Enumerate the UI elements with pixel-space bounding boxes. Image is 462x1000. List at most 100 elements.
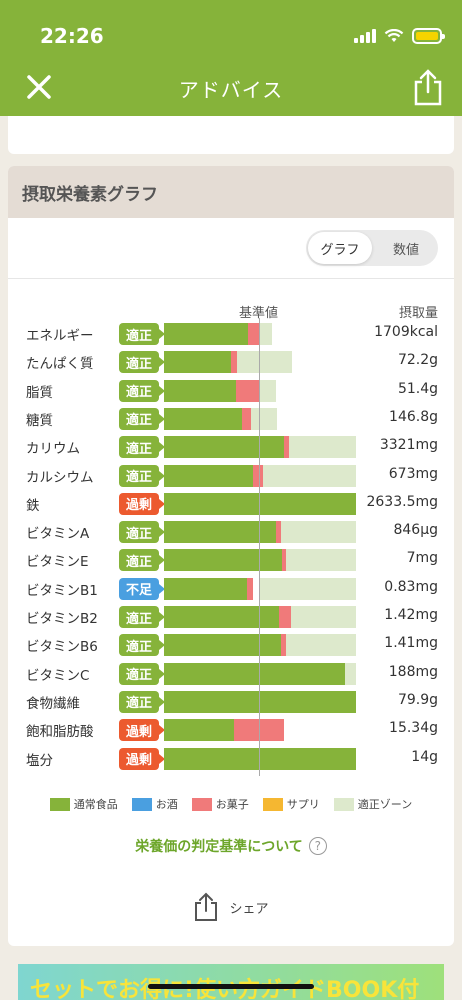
- nutrient-row: ビタミンB1 不足 0.83mg: [8, 576, 454, 600]
- nutrient-row: カリウム 適正 3321mg: [8, 434, 454, 459]
- nutrient-label: 食物繊維: [26, 695, 80, 712]
- bar-normal-food: [164, 492, 356, 515]
- legend-item: サプリ: [262, 796, 320, 812]
- optimal-zone: [236, 351, 292, 374]
- share-button[interactable]: シェア: [8, 892, 454, 922]
- bar-normal-food: [164, 549, 283, 572]
- bar-normal-food: [164, 323, 249, 345]
- bar-normal-food: [164, 719, 235, 742]
- nutrient-label: ビタミンE: [26, 554, 89, 571]
- bar-track: [164, 464, 356, 487]
- bar-track: [164, 719, 356, 742]
- nutrient-row: 食物繊維 適正 79.9g: [8, 689, 454, 713]
- legend-label: お菓子: [215, 798, 249, 811]
- bar-track: [164, 351, 356, 374]
- promo-banner[interactable]: セットでお得に!使い方ガイドBOOK付: [18, 964, 444, 1000]
- optimal-zone: [260, 521, 356, 544]
- nutrient-row: エネルギー 適正 1709kcal: [8, 321, 454, 345]
- nutrient-label: カルシウム: [26, 469, 94, 486]
- bar-sweets: [246, 577, 254, 600]
- bar-normal-food: [164, 464, 254, 487]
- intake-value: 146.8g: [389, 408, 438, 425]
- criteria-link-label[interactable]: 栄養価の判定基準について: [135, 839, 303, 855]
- bar-track: [164, 662, 356, 685]
- nutrient-label: 糖質: [26, 412, 53, 429]
- status-badge: 過剰: [119, 719, 165, 742]
- divider: [8, 278, 454, 279]
- status-badge: 適正: [119, 323, 165, 345]
- bar-track: [164, 577, 356, 600]
- intake-value: 79.9g: [397, 691, 438, 708]
- bar-normal-food: [164, 690, 356, 713]
- bar-track: [164, 690, 356, 713]
- nutrient-label: たんぱく質: [26, 356, 94, 373]
- bar-sweets: [241, 407, 252, 430]
- nutrient-label: 脂質: [26, 384, 53, 401]
- close-icon[interactable]: [24, 72, 54, 102]
- status-badge: 適正: [119, 436, 165, 459]
- card-title: 摂取栄養素グラフ: [8, 166, 454, 218]
- status-badge: 適正: [119, 634, 165, 657]
- legend-item: 通常食品: [49, 796, 118, 812]
- view-toggle[interactable]: グラフ 数値: [306, 230, 438, 266]
- nutrient-row: ビタミンB2 適正 1.42mg: [8, 604, 454, 628]
- nutrient-label: ビタミンB1: [26, 582, 98, 599]
- intake-value: 846µg: [393, 522, 438, 539]
- nutrient-label: 飽和脂肪酸: [26, 724, 94, 741]
- bar-sweets: [236, 379, 260, 402]
- bar-track: [164, 407, 356, 430]
- status-badge: 適正: [119, 549, 165, 572]
- tab-number[interactable]: 数値: [392, 242, 419, 258]
- intake-value: 14g: [411, 748, 438, 765]
- home-indicator[interactable]: [148, 984, 314, 989]
- status-time: 22:26: [40, 24, 104, 48]
- nutrient-label: 塩分: [26, 752, 53, 769]
- bar-normal-food: [164, 521, 277, 544]
- bar-normal-food: [164, 634, 282, 657]
- bar-track: [164, 606, 356, 628]
- bar-sweets: [281, 634, 286, 657]
- share-label: シェア: [229, 901, 269, 917]
- nutrient-row: 飽和脂肪酸 過剰 15.34g: [8, 717, 454, 742]
- bar-track: [164, 379, 356, 402]
- bar-sweets: [279, 606, 291, 628]
- app-header: 22:26 アドバイス: [0, 0, 462, 116]
- help-icon[interactable]: ?: [308, 837, 327, 855]
- tab-graph[interactable]: グラフ: [308, 232, 372, 264]
- intake-value: 1.42mg: [384, 607, 438, 623]
- intake-value: 188mg: [388, 663, 438, 680]
- status-icons: [354, 28, 445, 44]
- bar-normal-food: [164, 407, 242, 430]
- nutrient-row: カルシウム 適正 673mg: [8, 463, 454, 487]
- optimal-zone: [247, 407, 278, 430]
- bar-track: [164, 549, 356, 572]
- status-badge: 過剰: [119, 492, 165, 515]
- legend-swatch: [262, 797, 283, 811]
- status-badge: 適正: [119, 521, 165, 544]
- bar-sweets: [284, 436, 289, 459]
- chart-legend: 通常食品 お酒 お菓子 サプリ 適正ゾーン: [8, 796, 454, 812]
- legend-swatch: [333, 797, 354, 811]
- page-title: アドバイス: [178, 78, 284, 102]
- intake-value: 3321mg: [379, 437, 438, 454]
- legend-label: サプリ: [286, 798, 320, 811]
- nutrient-label: カリウム: [26, 441, 80, 458]
- bar-normal-food: [164, 351, 232, 374]
- criteria-link[interactable]: 栄養価の判定基準について ?: [8, 836, 454, 856]
- nutrient-label: ビタミンA: [26, 526, 90, 543]
- bar-track: [164, 323, 356, 345]
- bar-sweets: [276, 521, 282, 544]
- nutrient-row: ビタミンC 適正 188mg: [8, 661, 454, 685]
- legend-item: お酒: [131, 796, 178, 812]
- status-badge: 適正: [119, 606, 165, 628]
- bar-normal-food: [164, 379, 236, 402]
- legend-swatch: [191, 797, 212, 811]
- nutrient-label: ビタミンC: [26, 667, 90, 684]
- nutrient-label: ビタミンB6: [26, 639, 98, 656]
- nutrient-label: エネルギー: [26, 328, 94, 344]
- reference-header: 基準値: [239, 306, 279, 321]
- wifi-icon: [384, 29, 404, 42]
- bar-normal-food: [164, 436, 284, 459]
- share-icon[interactable]: [412, 68, 444, 106]
- legend-swatch: [131, 797, 152, 811]
